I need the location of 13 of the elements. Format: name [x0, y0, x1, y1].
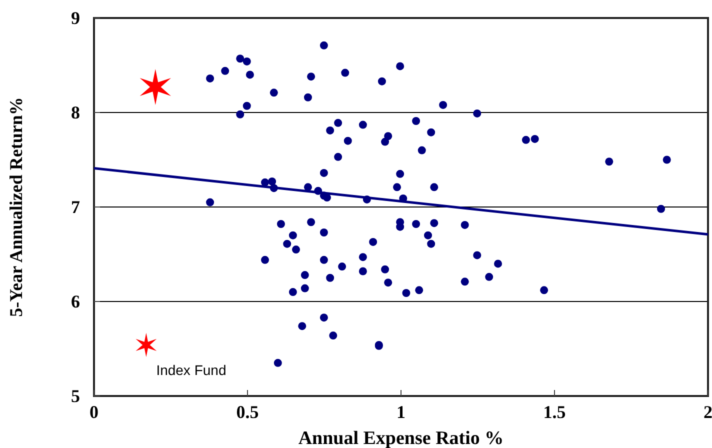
- y-axis-title: 5-Year Annualized Return%: [6, 97, 26, 317]
- x-tick-label: 1: [396, 402, 406, 422]
- x-tick-label: 1.5: [543, 402, 566, 422]
- y-tick-label: 7: [71, 197, 80, 217]
- y-tick-label: 5: [71, 386, 80, 406]
- y-tick-label: 8: [71, 102, 80, 122]
- x-axis-title: Annual Expense Ratio %: [298, 428, 504, 448]
- x-tick-label: 0.5: [236, 402, 259, 422]
- y-tick-label: 6: [71, 292, 80, 312]
- x-tick-label: 0: [90, 402, 98, 422]
- x-tick-label: 2: [704, 402, 712, 422]
- annotation: Index Fund: [156, 362, 226, 378]
- y-tick-label: 9: [71, 8, 80, 28]
